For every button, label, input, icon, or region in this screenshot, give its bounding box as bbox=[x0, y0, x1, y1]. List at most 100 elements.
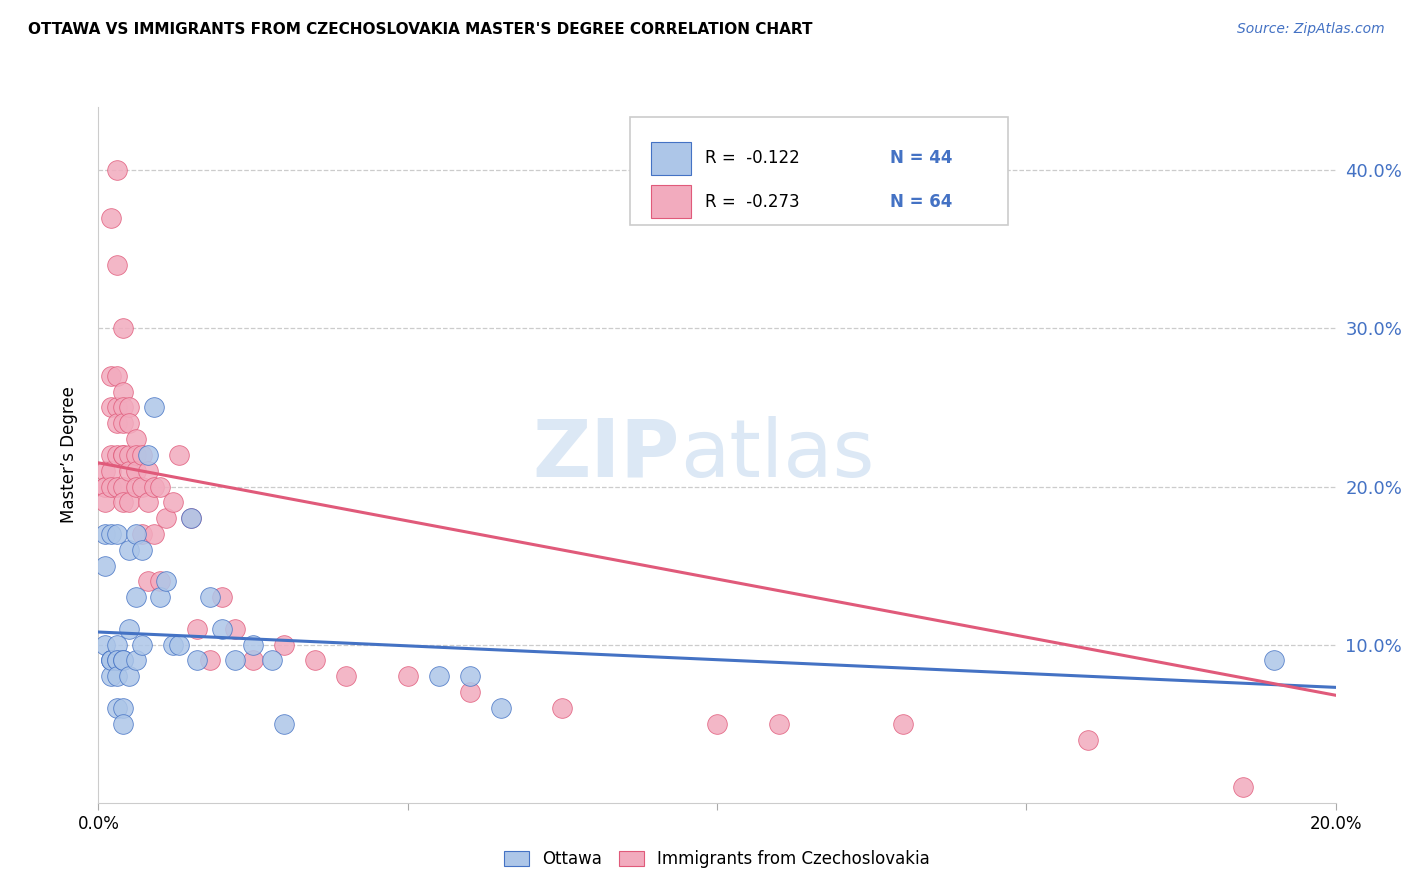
Point bbox=[100, 527, 122, 541]
Point bbox=[1077, 732, 1099, 747]
Point bbox=[149, 591, 172, 605]
Point bbox=[124, 527, 146, 541]
Point bbox=[105, 163, 128, 178]
Point bbox=[458, 685, 481, 699]
Point bbox=[124, 479, 146, 493]
Point bbox=[118, 495, 141, 509]
Point bbox=[118, 622, 141, 636]
Point bbox=[198, 653, 221, 667]
Point bbox=[105, 417, 128, 431]
Point bbox=[100, 368, 122, 383]
Point bbox=[304, 653, 326, 667]
Point bbox=[224, 653, 246, 667]
Point bbox=[93, 479, 115, 493]
Point bbox=[186, 653, 208, 667]
Point bbox=[143, 401, 166, 415]
Point bbox=[136, 574, 159, 589]
Point bbox=[706, 716, 728, 731]
Point bbox=[131, 527, 153, 541]
Point bbox=[100, 448, 122, 462]
Point bbox=[112, 448, 135, 462]
Point bbox=[105, 448, 128, 462]
Point bbox=[118, 542, 141, 557]
Point bbox=[112, 321, 135, 335]
Point bbox=[260, 653, 283, 667]
Point bbox=[105, 638, 128, 652]
Point bbox=[1263, 653, 1285, 667]
Point bbox=[273, 638, 295, 652]
Point bbox=[180, 511, 202, 525]
Point bbox=[112, 384, 135, 399]
Point bbox=[489, 701, 512, 715]
Point bbox=[143, 479, 166, 493]
Point bbox=[118, 401, 141, 415]
Point bbox=[105, 669, 128, 683]
Point bbox=[118, 669, 141, 683]
Point bbox=[112, 401, 135, 415]
Point bbox=[112, 448, 135, 462]
Point bbox=[1232, 780, 1254, 794]
Point bbox=[136, 495, 159, 509]
Point bbox=[180, 511, 202, 525]
Point bbox=[149, 574, 172, 589]
Point bbox=[100, 653, 122, 667]
Point bbox=[768, 716, 790, 731]
Point bbox=[149, 479, 172, 493]
Point bbox=[162, 495, 184, 509]
Text: ZIP: ZIP bbox=[533, 416, 681, 494]
Point bbox=[112, 653, 135, 667]
Point bbox=[143, 527, 166, 541]
Point bbox=[458, 669, 481, 683]
Text: N = 44: N = 44 bbox=[890, 149, 953, 168]
Point bbox=[242, 653, 264, 667]
Point bbox=[105, 653, 128, 667]
Point bbox=[131, 479, 153, 493]
Point bbox=[124, 591, 146, 605]
FancyBboxPatch shape bbox=[630, 118, 1008, 226]
Point bbox=[100, 653, 122, 667]
Point bbox=[100, 479, 122, 493]
Point bbox=[335, 669, 357, 683]
Point bbox=[186, 622, 208, 636]
Point bbox=[112, 716, 135, 731]
Text: R =  -0.122: R = -0.122 bbox=[704, 149, 800, 168]
Point bbox=[105, 401, 128, 415]
Point bbox=[198, 591, 221, 605]
Point bbox=[427, 669, 450, 683]
Point bbox=[242, 638, 264, 652]
Point bbox=[136, 464, 159, 478]
Point bbox=[93, 495, 115, 509]
Point bbox=[891, 716, 914, 731]
Point bbox=[131, 542, 153, 557]
Point bbox=[100, 653, 122, 667]
Y-axis label: Master’s Degree: Master’s Degree bbox=[59, 386, 77, 524]
Point bbox=[112, 701, 135, 715]
Point bbox=[124, 464, 146, 478]
Point bbox=[105, 479, 128, 493]
Point bbox=[396, 669, 419, 683]
Point bbox=[136, 448, 159, 462]
Point bbox=[93, 638, 115, 652]
Point bbox=[211, 591, 233, 605]
Point bbox=[105, 653, 128, 667]
Point bbox=[118, 464, 141, 478]
Text: N = 64: N = 64 bbox=[890, 193, 953, 211]
Point bbox=[118, 448, 141, 462]
Point bbox=[124, 448, 146, 462]
Point bbox=[211, 622, 233, 636]
Point bbox=[112, 495, 135, 509]
Legend: Ottawa, Immigrants from Czechoslovakia: Ottawa, Immigrants from Czechoslovakia bbox=[498, 843, 936, 874]
Point bbox=[131, 638, 153, 652]
Point bbox=[124, 653, 146, 667]
Point bbox=[551, 701, 574, 715]
Point bbox=[93, 464, 115, 478]
Text: Source: ZipAtlas.com: Source: ZipAtlas.com bbox=[1237, 22, 1385, 37]
Point bbox=[93, 558, 115, 573]
Point bbox=[155, 574, 177, 589]
Text: atlas: atlas bbox=[681, 416, 875, 494]
Text: R =  -0.273: R = -0.273 bbox=[704, 193, 800, 211]
Point bbox=[167, 638, 190, 652]
Point bbox=[100, 211, 122, 225]
Point bbox=[100, 464, 122, 478]
FancyBboxPatch shape bbox=[651, 185, 692, 219]
